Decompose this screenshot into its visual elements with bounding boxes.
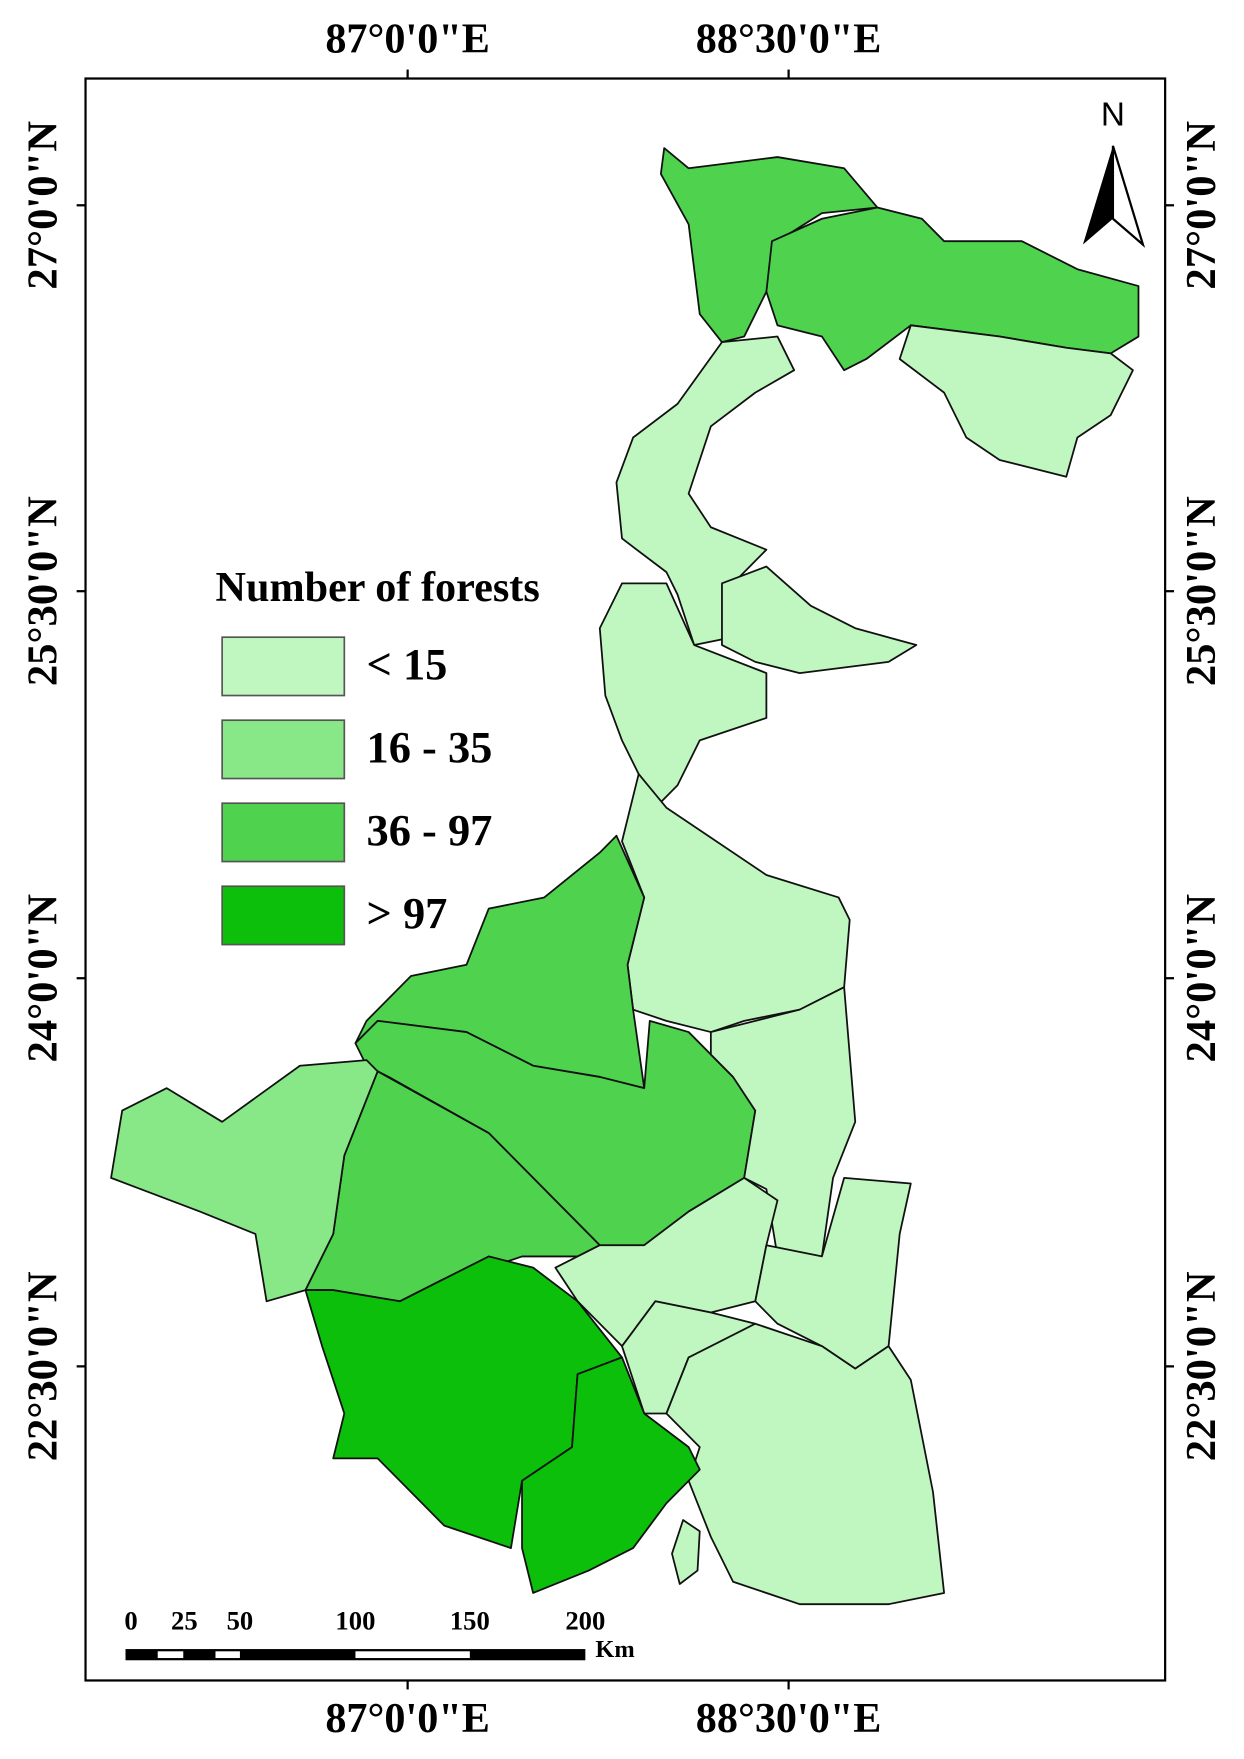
legend-swatch (221, 719, 346, 780)
legend-swatch (221, 885, 346, 946)
scale-label: 25 (171, 1605, 198, 1635)
legend-label: 36 - 97 (367, 805, 493, 855)
district (521, 1356, 701, 1594)
legend-label: 16 - 35 (367, 722, 493, 772)
top-axis-label: 87°0'0"E (325, 15, 490, 62)
bottom-axis-label: 88°30'0"E (696, 1695, 882, 1742)
legend-swatch (221, 636, 346, 697)
legend-title: Number of forests (216, 564, 540, 611)
district (671, 1519, 701, 1585)
graticule-ticks (76, 69, 1175, 1690)
scale-label: 50 (227, 1605, 254, 1635)
district (898, 324, 1134, 478)
scale-label: 150 (450, 1605, 490, 1635)
district (110, 1059, 379, 1303)
scale-label: 100 (335, 1605, 375, 1635)
legend: Number of forests < 15 16 - 35 36 - 97 >… (216, 564, 540, 946)
scale-unit: Km (595, 1636, 635, 1663)
scale-label: 0 (124, 1605, 137, 1635)
district (721, 565, 918, 674)
right-axis-label: 24°0'0"N (1178, 894, 1225, 1063)
legend-label: > 97 (367, 888, 448, 938)
north-label: N (1101, 96, 1125, 133)
district (598, 582, 768, 803)
district (665, 1322, 945, 1606)
legend-label: < 15 (367, 639, 448, 689)
left-axis-label: 27°0'0"N (20, 121, 67, 290)
right-axis-label: 22°30'0"N (1178, 1271, 1225, 1461)
left-axis-label: 24°0'0"N (20, 894, 67, 1063)
right-axis-label: 25°30'0"N (1178, 496, 1225, 686)
districts (110, 147, 1140, 1606)
north-arrow (1082, 145, 1146, 248)
left-axis-label: 22°30'0"N (20, 1271, 67, 1461)
legend-swatch (221, 802, 346, 863)
left-axis-label: 25°30'0"N (20, 496, 67, 686)
bottom-axis-label: 87°0'0"E (325, 1695, 490, 1742)
scale-label: 200 (565, 1605, 605, 1635)
scale-bar: 0 25 50 100 150 200 Km (124, 1605, 635, 1663)
right-axis-label: 27°0'0"N (1178, 121, 1225, 290)
top-axis-label: 88°30'0"E (696, 15, 882, 62)
